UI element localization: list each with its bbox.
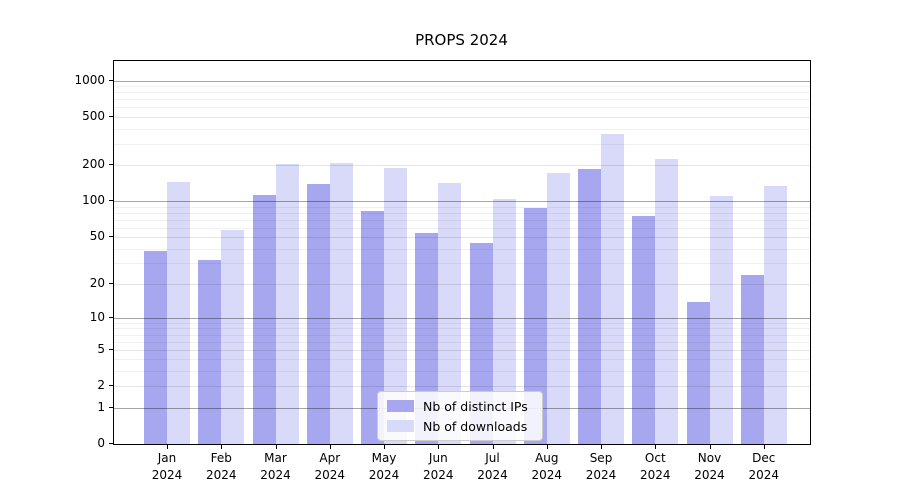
plot-area <box>113 60 811 445</box>
y-tick-label-20: 20 <box>89 275 105 290</box>
bar-downloads-jan <box>167 181 190 444</box>
x-tick-mark-may <box>384 445 385 449</box>
legend-swatch-distinct-ips <box>387 400 414 412</box>
x-tick-mark-jan <box>167 445 168 449</box>
bar-downloads-feb <box>221 230 245 444</box>
y-tick-label-10: 10 <box>89 309 105 324</box>
bar-downloads-oct <box>655 158 679 444</box>
x-tick-label-oct: Oct 2024 <box>640 451 671 482</box>
bar-downloads-sep <box>601 134 624 444</box>
bars-layer <box>114 61 810 444</box>
y-tick-label-1: 1 <box>97 399 105 414</box>
bar-distinct-ips-jan <box>144 251 167 444</box>
bar-distinct-ips-feb <box>198 260 222 444</box>
y-tick-mark-1000 <box>109 79 113 81</box>
y-tick-mark-1 <box>109 406 113 408</box>
bar-downloads-mar <box>275 164 299 444</box>
legend-swatch-downloads <box>387 420 414 432</box>
bar-distinct-ips-mar <box>252 195 276 444</box>
y-tick-mark-50 <box>109 236 113 238</box>
y-tick-mark-100 <box>109 200 113 202</box>
y-tick-label-500: 500 <box>82 108 105 123</box>
x-tick-label-feb: Feb 2024 <box>206 451 237 482</box>
bar-downloads-dec <box>763 185 787 444</box>
x-tick-mark-feb <box>221 445 223 449</box>
y-tick-label-200: 200 <box>82 157 105 171</box>
x-tick-label-aug: Aug 2024 <box>531 451 563 482</box>
bar-downloads-nov <box>709 196 733 444</box>
y-tick-label-100: 100 <box>82 193 105 208</box>
x-tick-label-jun: Jun 2024 <box>423 451 454 482</box>
x-tick-label-dec: Dec 2024 <box>748 451 780 482</box>
x-tick-mark-dec <box>763 445 765 449</box>
bar-downloads-may <box>384 167 407 444</box>
y-tick-mark-200 <box>109 164 113 165</box>
x-tick-mark-jun <box>438 445 440 449</box>
x-tick-label-apr: Apr 2024 <box>314 451 346 482</box>
x-tick-label-mar: Mar 2024 <box>260 451 291 482</box>
y-tick-mark-20 <box>109 282 113 284</box>
bar-distinct-ips-sep <box>578 169 601 444</box>
x-tick-label-jan: Jan 2024 <box>151 451 183 482</box>
x-tick-label-nov: Nov 2024 <box>694 451 725 482</box>
bar-downloads-aug <box>546 172 570 444</box>
legend-item-downloads: Nb of downloads <box>387 417 533 435</box>
bar-distinct-ips-may <box>361 210 384 444</box>
x-tick-mark-sep <box>601 445 602 449</box>
y-tick-mark-10 <box>109 316 113 318</box>
x-tick-mark-nov <box>709 445 711 449</box>
x-tick-label-sep: Sep 2024 <box>585 451 617 482</box>
bar-distinct-ips-nov <box>686 301 710 444</box>
bar-downloads-jun <box>438 182 462 444</box>
y-tick-label-2: 2 <box>97 378 105 393</box>
bar-distinct-ips-aug <box>523 207 547 444</box>
y-tick-label-5: 5 <box>97 341 105 356</box>
y-tick-mark-5 <box>109 348 113 350</box>
chart-title: PROPS 2024 <box>415 31 508 49</box>
y-tick-mark-2 <box>109 385 113 387</box>
legend: Nb of distinct IPs Nb of downloads <box>377 391 543 441</box>
x-tick-label-jul: Jul 2024 <box>477 451 508 482</box>
x-tick-mark-oct <box>655 445 657 449</box>
legend-item-distinct-ips: Nb of distinct IPs <box>387 397 533 415</box>
x-tick-mark-mar <box>275 445 277 449</box>
y-tick-label-1000: 1000 <box>74 72 105 87</box>
bar-downloads-jul <box>492 198 516 444</box>
x-tick-mark-aug <box>546 445 548 449</box>
bar-distinct-ips-dec <box>740 274 764 444</box>
bar-downloads-apr <box>329 162 353 444</box>
y-tick-label-50: 50 <box>89 229 105 244</box>
y-tick-mark-500 <box>109 115 113 117</box>
y-tick-mark-0 <box>109 443 113 444</box>
y-tick-label-0: 0 <box>97 436 105 450</box>
legend-label-distinct-ips: Nb of distinct IPs <box>423 398 528 414</box>
legend-label-downloads: Nb of downloads <box>423 418 528 434</box>
x-tick-mark-apr <box>329 445 331 449</box>
x-tick-label-may: May 2024 <box>368 451 400 482</box>
bar-distinct-ips-oct <box>632 216 656 444</box>
x-tick-mark-jul <box>492 445 494 449</box>
bar-distinct-ips-apr <box>306 183 330 444</box>
